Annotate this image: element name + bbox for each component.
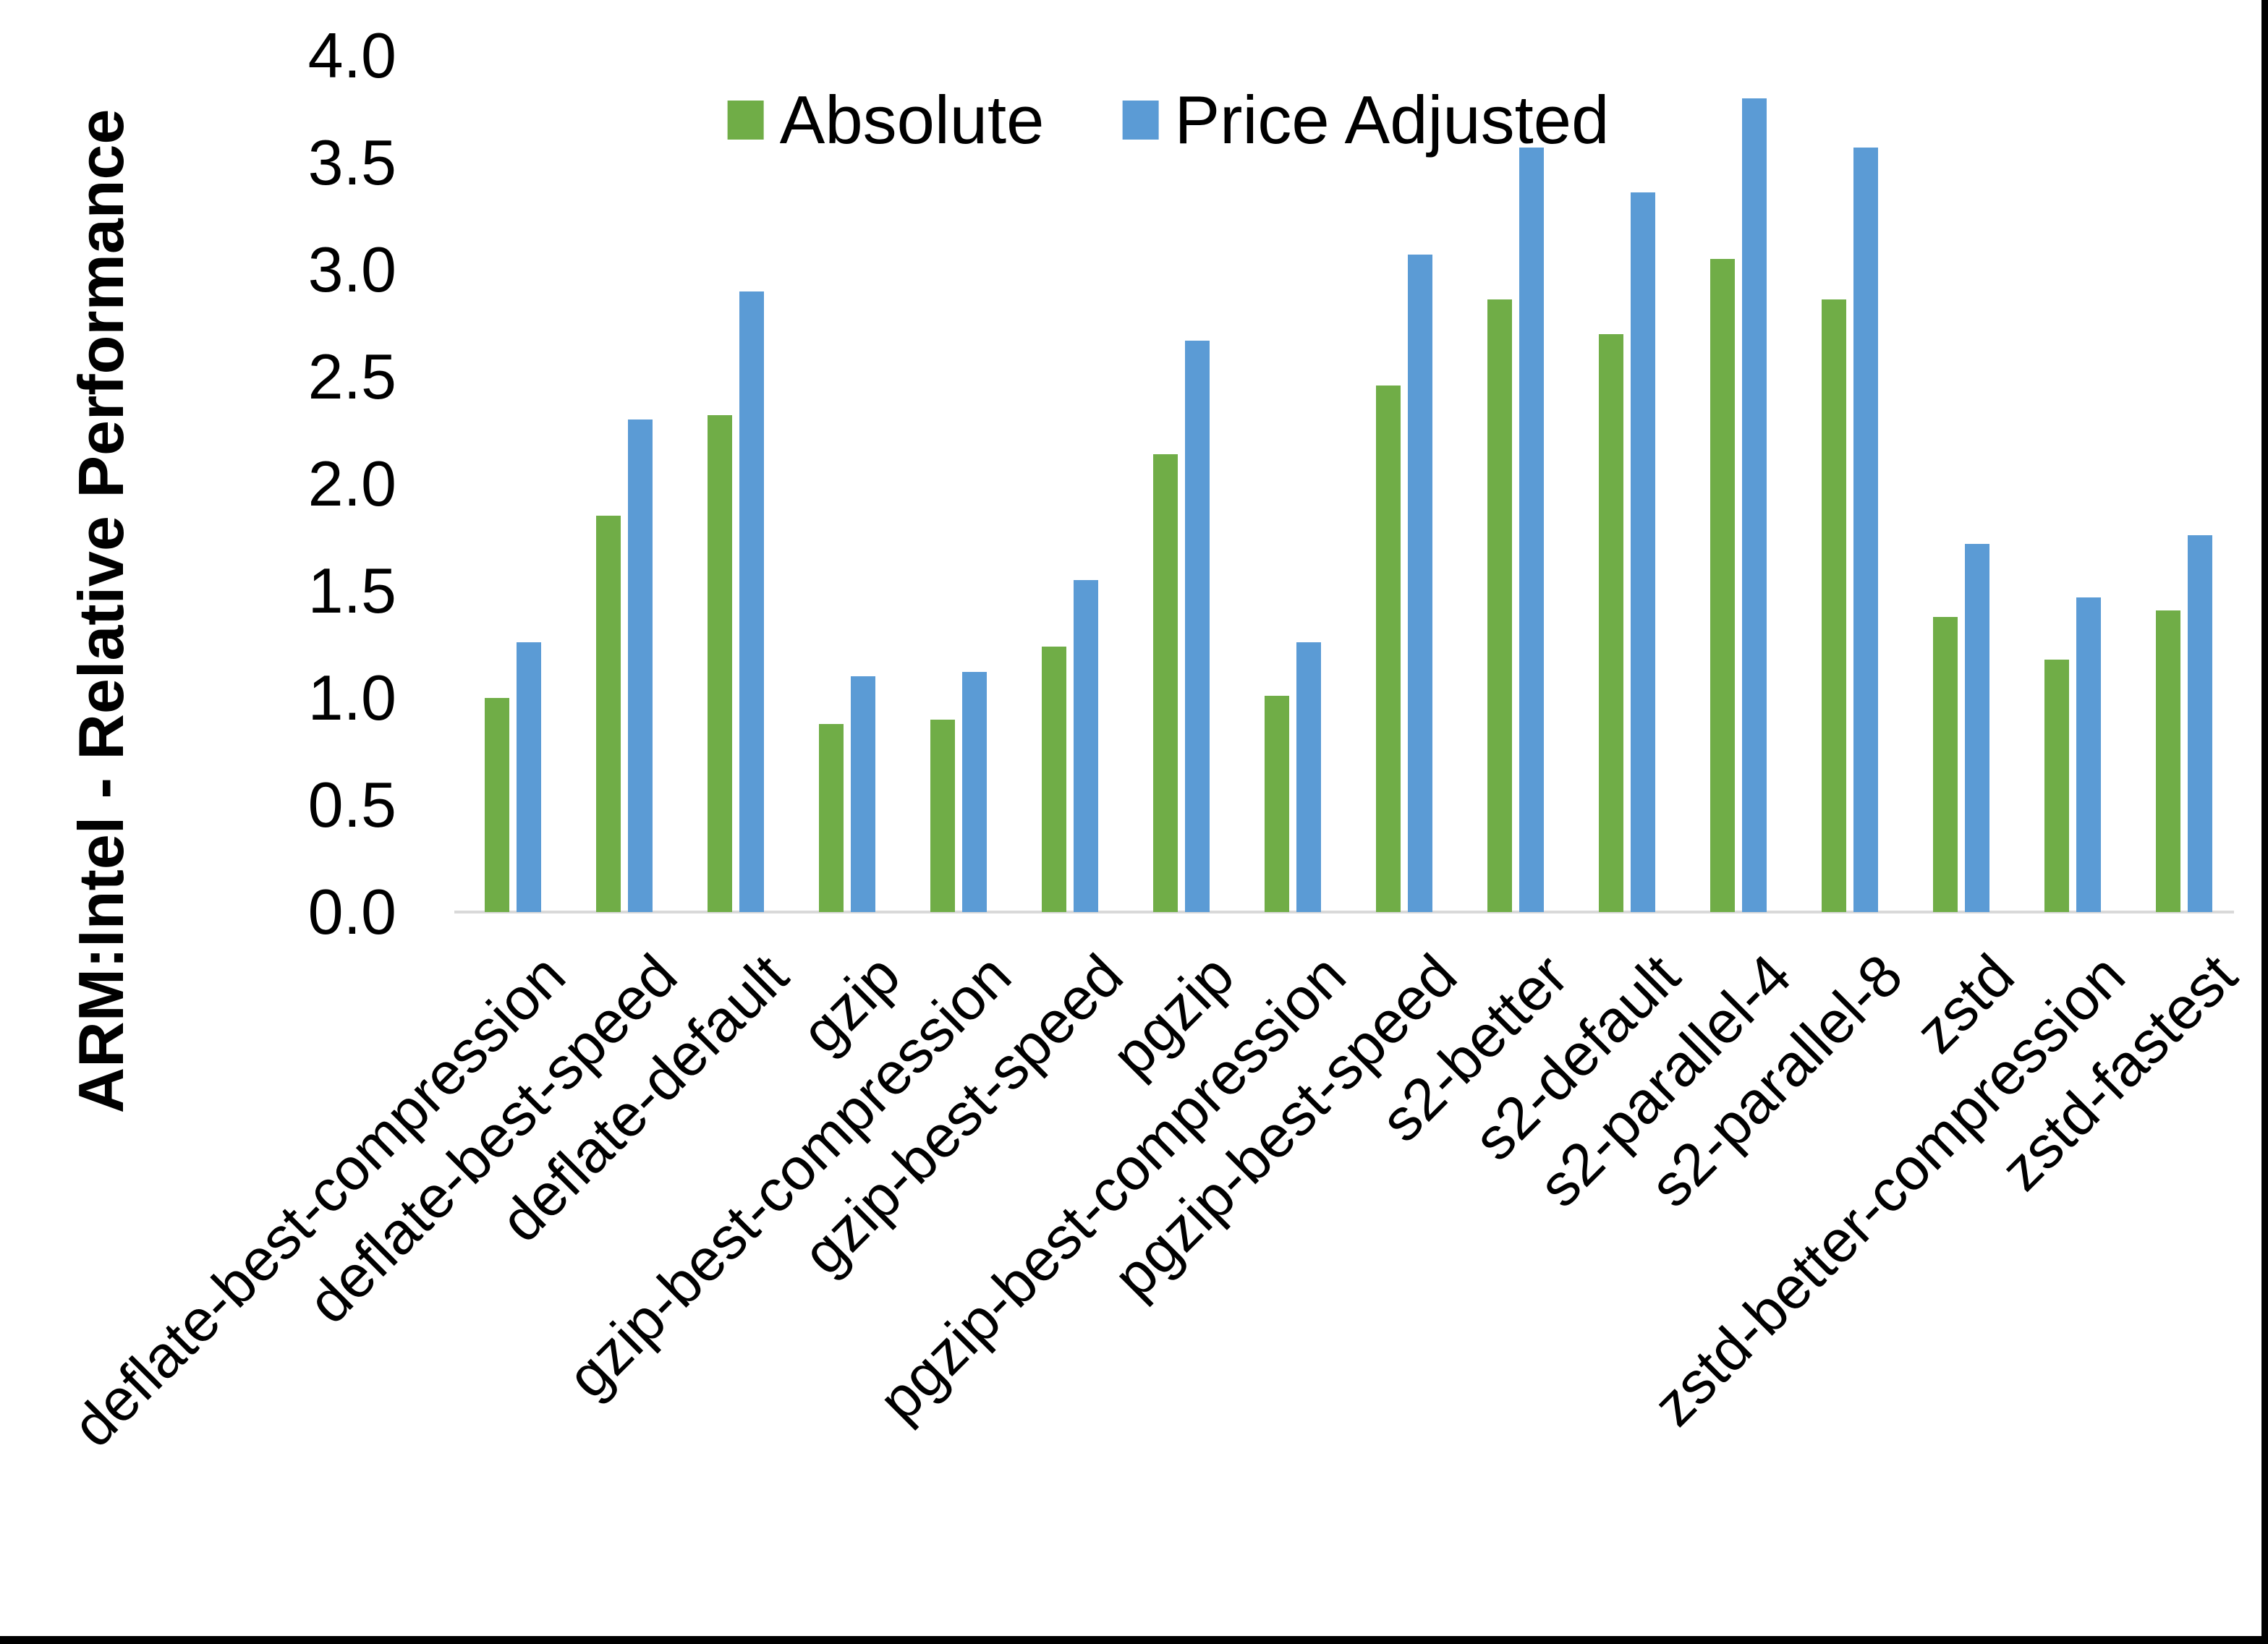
- bar-price-adjusted-pgzip: [1185, 341, 1210, 912]
- bar-absolute-zstd-better-compression: [2044, 660, 2069, 912]
- bar-price-adjusted-pgzip-best-speed: [1408, 255, 1432, 912]
- bar-absolute-gzip: [819, 724, 844, 912]
- bar-price-adjusted-zstd-better-compression: [2076, 597, 2101, 912]
- y-tick-label: 2.0: [307, 448, 396, 519]
- legend-label-price-adjusted: Price Adjusted: [1174, 82, 1610, 158]
- y-tick-label: 4.0: [307, 20, 396, 91]
- bar-absolute-deflate-best-compression: [485, 698, 509, 912]
- bar-absolute-zstd-fastest: [2156, 610, 2180, 912]
- bar-absolute-gzip-best-speed: [1042, 647, 1066, 912]
- bar-absolute-gzip-best-compression: [930, 720, 955, 912]
- bar-price-adjusted-zstd-fastest: [2188, 535, 2212, 912]
- x-axis-line: [454, 911, 2234, 913]
- bar-price-adjusted-gzip: [851, 676, 875, 912]
- y-tick-label: 0.0: [307, 876, 396, 947]
- bar-price-adjusted-deflate-best-speed: [628, 419, 653, 912]
- bar-price-adjusted-gzip-best-speed: [1074, 580, 1098, 912]
- bar-price-adjusted-gzip-best-compression: [962, 672, 987, 912]
- window-border-right: [2261, 0, 2268, 1644]
- bar-price-adjusted-s2-parallel-8: [1853, 148, 1878, 912]
- legend: Absolute Price Adjusted: [727, 81, 1609, 159]
- bar-absolute-s2-default: [1599, 334, 1623, 912]
- bar-price-adjusted-zstd: [1965, 544, 1989, 912]
- bar-price-adjusted-s2-better: [1519, 148, 1544, 912]
- y-tick-label: 1.5: [307, 555, 396, 626]
- price-adjusted-swatch-icon: [1122, 101, 1159, 140]
- bar-price-adjusted-s2-default: [1631, 192, 1655, 912]
- bar-absolute-pgzip-best-compression: [1265, 696, 1289, 912]
- bar-absolute-s2-better: [1487, 299, 1512, 912]
- legend-label-absolute: Absolute: [779, 82, 1045, 158]
- absolute-swatch-icon: [727, 101, 764, 140]
- bar-absolute-s2-parallel-4: [1710, 259, 1735, 912]
- bar-price-adjusted-pgzip-best-compression: [1296, 642, 1321, 912]
- y-tick-label: 3.5: [307, 127, 396, 198]
- y-tick-label: 3.0: [307, 234, 396, 305]
- legend-item-price-adjusted: Price Adjusted: [1122, 81, 1609, 159]
- legend-item-absolute: Absolute: [727, 81, 1045, 159]
- bar-price-adjusted-deflate-best-compression: [517, 642, 541, 912]
- bar-price-adjusted-deflate-default: [739, 291, 764, 912]
- bar-price-adjusted-s2-parallel-4: [1742, 98, 1767, 912]
- window-border-bottom: [0, 1636, 2268, 1644]
- bar-absolute-pgzip: [1153, 454, 1178, 912]
- y-axis-title: ARM:Intel - Relative Performance: [65, 108, 137, 1114]
- y-tick-label: 2.5: [307, 341, 396, 412]
- bar-absolute-deflate-best-speed: [596, 516, 621, 912]
- bar-absolute-deflate-default: [708, 415, 732, 912]
- bar-absolute-pgzip-best-speed: [1376, 386, 1401, 912]
- y-tick-label: 1.0: [307, 662, 396, 733]
- bar-absolute-s2-parallel-8: [1822, 299, 1846, 912]
- y-tick-label: 0.5: [307, 769, 396, 840]
- bar-absolute-zstd: [1933, 617, 1958, 912]
